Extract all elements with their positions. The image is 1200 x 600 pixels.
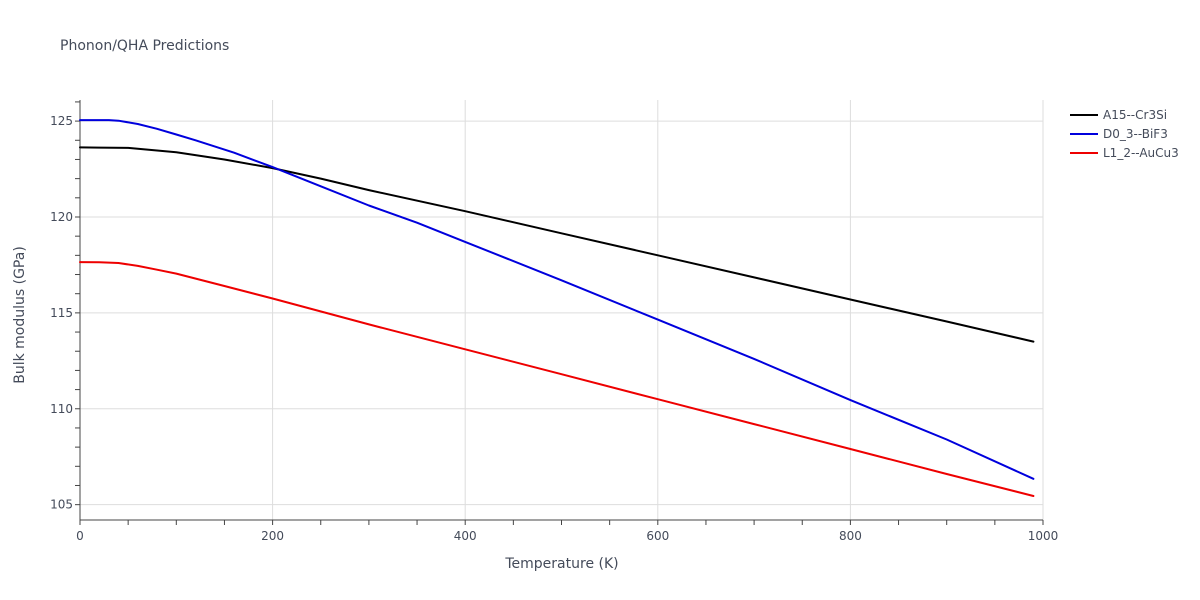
legend-label: D0_3--BiF3	[1103, 127, 1168, 141]
x-tick-label: 0	[76, 529, 84, 543]
y-tick-label: 120	[50, 210, 73, 224]
chart-title: Phonon/QHA Predictions	[60, 38, 229, 54]
y-tick-label: 110	[50, 402, 73, 416]
y-tick-label: 105	[50, 498, 73, 512]
y-tick-label: 125	[50, 114, 73, 128]
legend-item[interactable]: A15--Cr3Si	[1070, 108, 1167, 122]
series-line-1	[79, 119, 1035, 480]
legend-item[interactable]: D0_3--BiF3	[1070, 127, 1168, 141]
y-tick-label: 115	[50, 306, 73, 320]
grid	[80, 100, 1044, 520]
x-tick-label: 800	[839, 529, 862, 543]
legend-label: A15--Cr3Si	[1103, 108, 1167, 122]
legend-item[interactable]: L1_2--AuCu3	[1070, 146, 1179, 160]
axes	[75, 100, 1044, 525]
x-tick-label: 1000	[1028, 529, 1059, 543]
series-line-2	[79, 261, 1035, 497]
x-tick-label: 600	[646, 529, 669, 543]
plot-area	[79, 119, 1035, 497]
series-line-0	[79, 146, 1035, 343]
x-tick-label: 400	[454, 529, 477, 543]
x-axis-title: Temperature (K)	[504, 556, 618, 572]
y-axis-title: Bulk modulus (GPa)	[12, 246, 28, 384]
legend-label: L1_2--AuCu3	[1103, 146, 1179, 160]
x-tick-label: 200	[261, 529, 284, 543]
legend: A15--Cr3Si D0_3--BiF3 L1_2--AuCu3	[1070, 108, 1179, 160]
tick-labels: 0 200 400 600 800 1000 105 110 115 120 125	[50, 114, 1058, 543]
